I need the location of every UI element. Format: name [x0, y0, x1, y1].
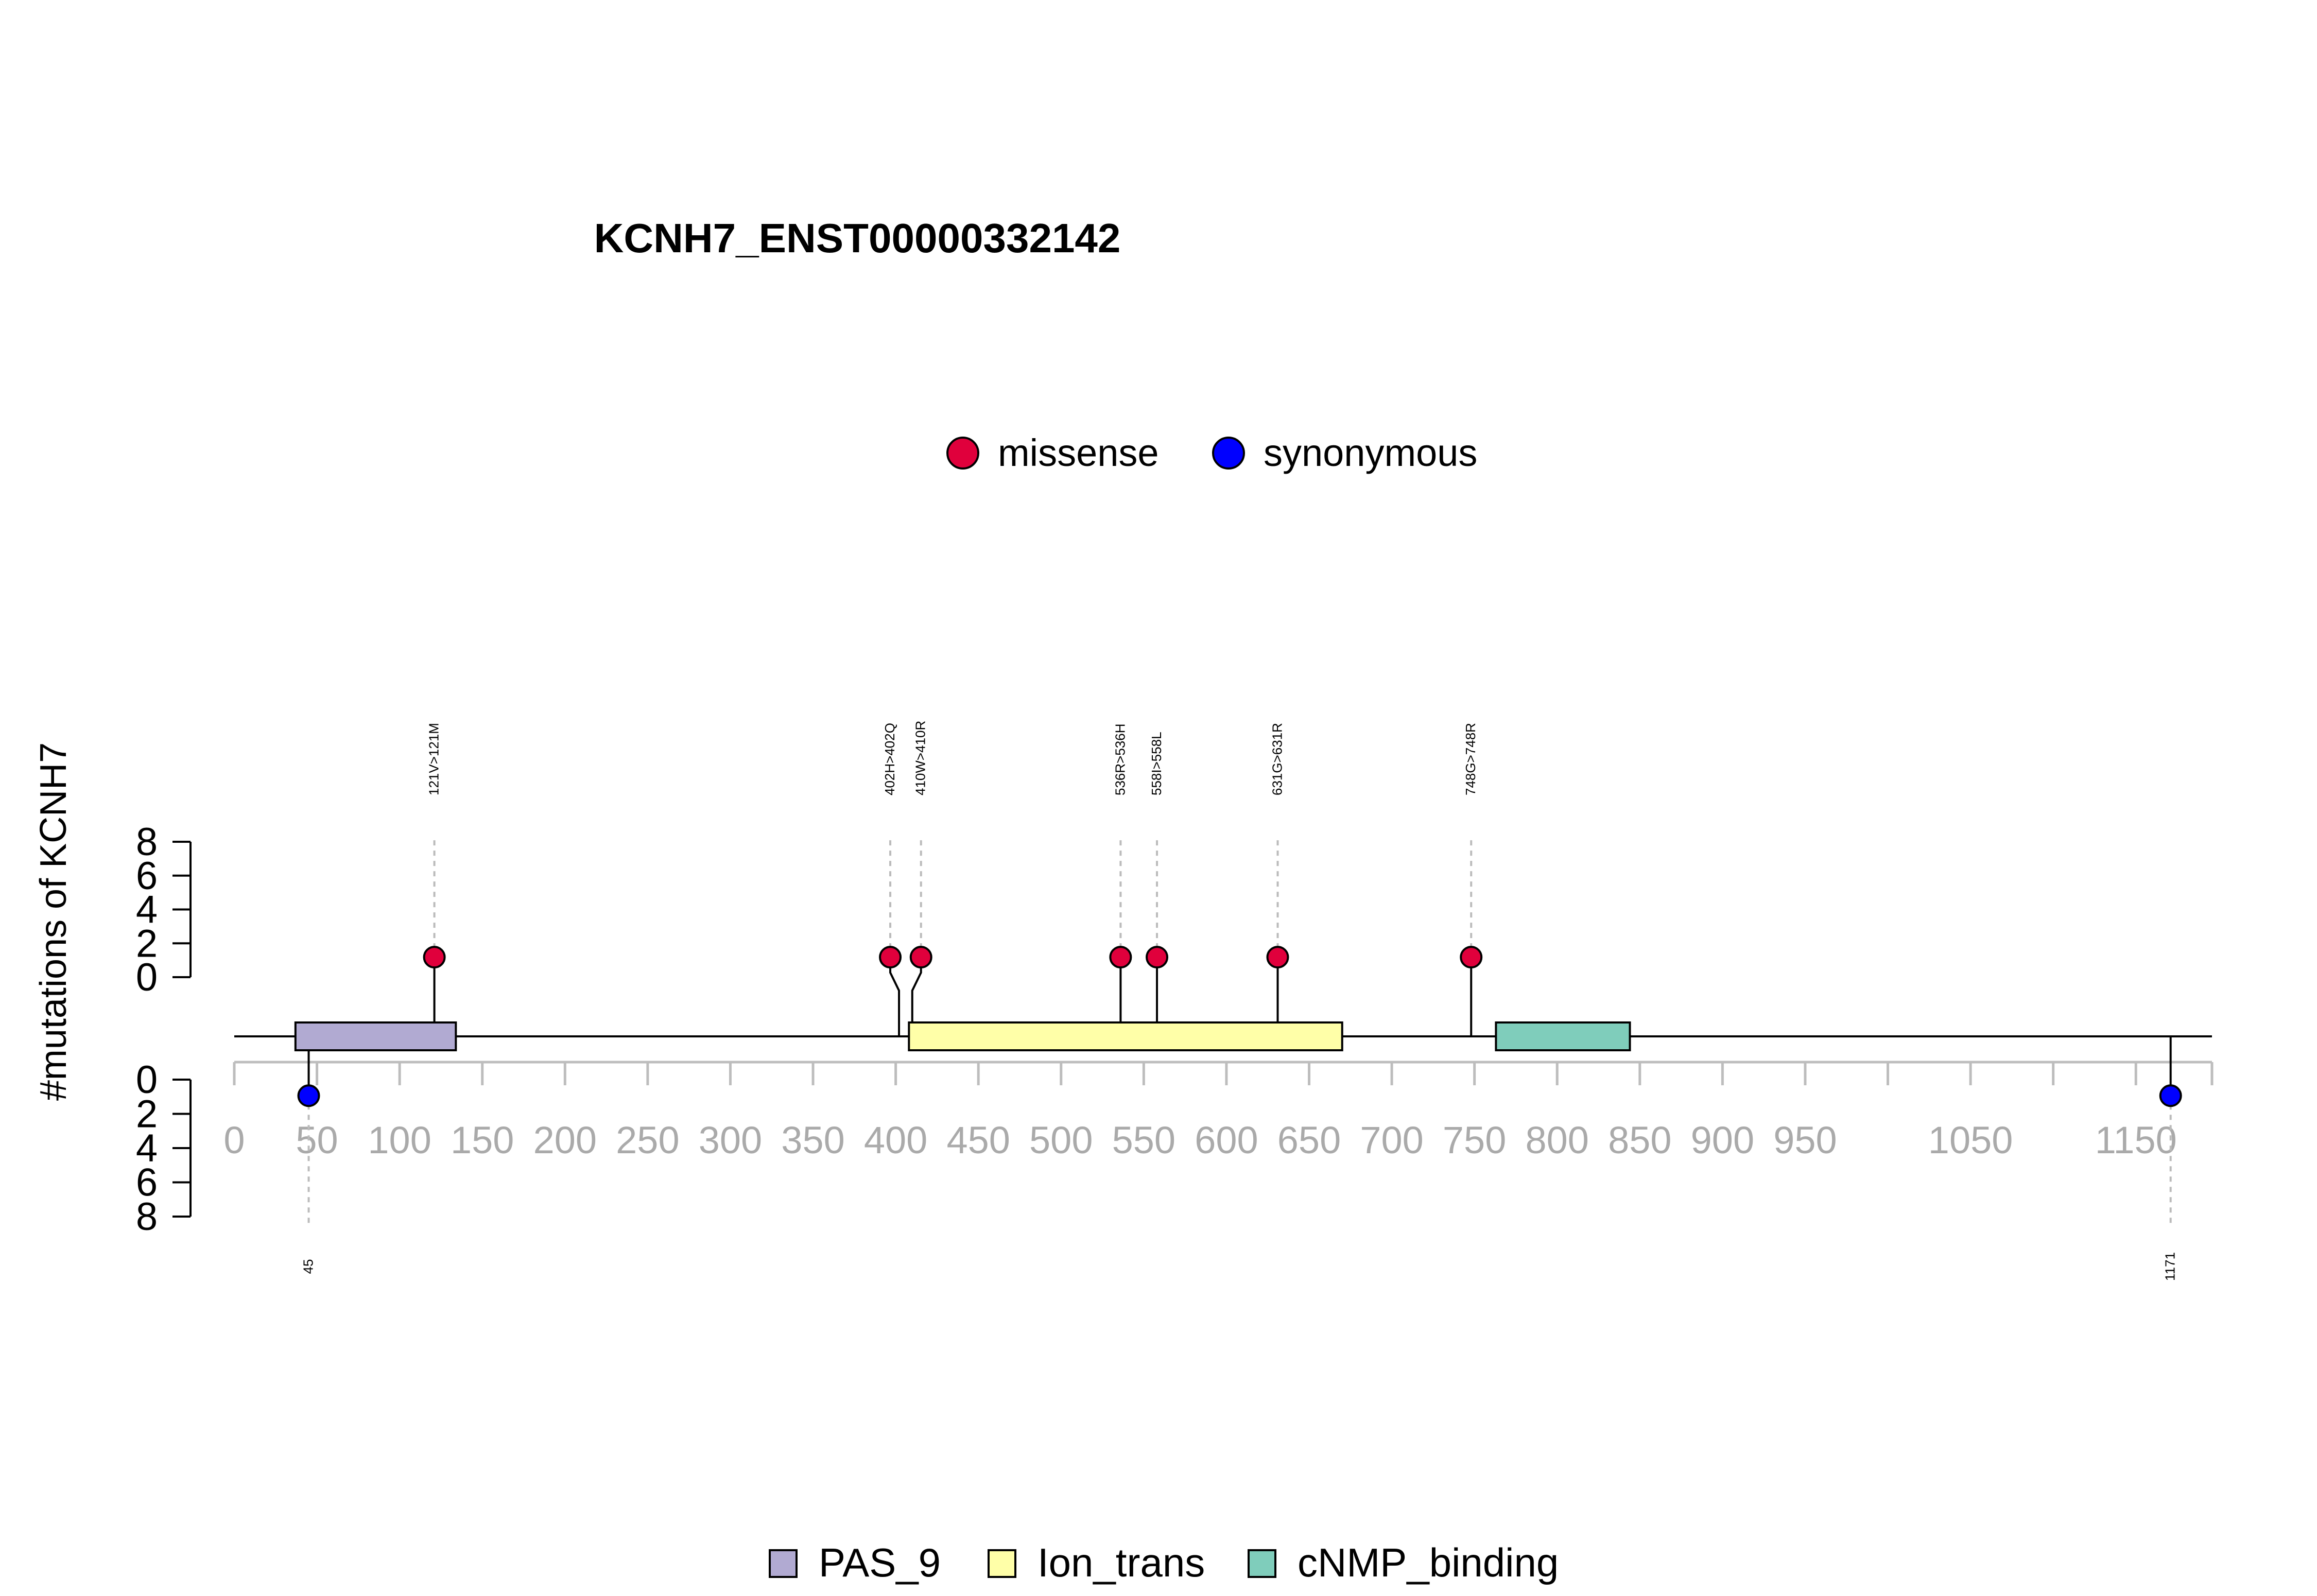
- y-tick-label-top: 0: [136, 956, 158, 999]
- mutation-marker-missense: [1109, 946, 1132, 969]
- x-tick-label: 400: [864, 1119, 927, 1161]
- y-tick-label-bottom: 4: [136, 1126, 158, 1170]
- mutation-legend: missense synonymous: [946, 431, 1477, 474]
- mutation-marker-missense: [1146, 946, 1169, 969]
- x-tick-label: 550: [1112, 1119, 1175, 1161]
- x-tick-label: 300: [699, 1119, 762, 1161]
- x-tick-label: 1050: [1928, 1119, 2013, 1161]
- y-tick-label-top: 8: [136, 820, 158, 864]
- x-tick-label: 1150: [2095, 1119, 2177, 1161]
- mutation-marker-missense: [909, 946, 932, 969]
- mutation-marker-missense: [1266, 946, 1289, 969]
- mutation-label: 410W>410R: [913, 721, 928, 795]
- x-tick-label: 150: [451, 1119, 514, 1161]
- domain-legend-label-Ion_trans: Ion_trans: [1038, 1540, 1205, 1585]
- domain-legend: PAS_9 Ion_trans cNMP_binding: [769, 1540, 1559, 1585]
- x-tick-label: 500: [1029, 1119, 1093, 1161]
- y-tick-label-bottom: 0: [136, 1058, 158, 1102]
- mutation-label: 748G>748R: [1463, 723, 1478, 795]
- x-tick-label: 650: [1277, 1119, 1341, 1161]
- mutation-label: 402H>402Q: [882, 723, 897, 795]
- y-axis-label: #mutations of KCNH7: [33, 742, 74, 1101]
- x-tick-label: 950: [1773, 1119, 1837, 1161]
- domain-PAS_9: [294, 1021, 457, 1051]
- x-tick-label: 900: [1691, 1119, 1754, 1161]
- mutation-marker-missense: [1460, 946, 1483, 969]
- domain-legend-label-PAS_9: PAS_9: [819, 1540, 941, 1585]
- x-tick-label: 50: [296, 1119, 338, 1161]
- mutation-stem: [889, 957, 901, 1036]
- legend-marker-synonymous: [1212, 437, 1245, 470]
- x-tick-label: 250: [616, 1119, 679, 1161]
- y-tick-label-bottom: 8: [136, 1195, 158, 1239]
- x-tick-label: 800: [1525, 1119, 1588, 1161]
- y-tick-label-bottom: 6: [136, 1161, 158, 1205]
- x-tick-label: 0: [223, 1119, 245, 1161]
- mutation-labels: 121V>121M 402H>402Q 410W>410R 536R>536H 558I…: [301, 721, 2178, 1281]
- x-tick-label: 750: [1443, 1119, 1506, 1161]
- x-tick-label: 850: [1608, 1119, 1671, 1161]
- x-tick-label: 100: [368, 1119, 431, 1161]
- x-tick-label: 450: [946, 1119, 1010, 1161]
- mutation-marker-synonymous: [2159, 1084, 2182, 1107]
- mutation-marker-missense: [423, 946, 446, 969]
- legend-label-missense: missense: [998, 431, 1159, 474]
- mutation-label: 631G>631R: [1269, 723, 1285, 795]
- x-axis: 0 50 100 150 200 250 300 350 400 450 500 550 600 650 7…: [223, 1061, 2214, 1161]
- y-tick-label-top: 4: [136, 888, 158, 932]
- domain-legend-swatch-PAS_9: [769, 1549, 798, 1578]
- domain-boxes: [294, 1021, 1631, 1051]
- domain-Ion_trans: [908, 1021, 1343, 1051]
- legend-marker-missense: [946, 437, 979, 470]
- x-tick-label: 350: [781, 1119, 844, 1161]
- x-tick-label: 200: [533, 1119, 597, 1161]
- x-tick-label: 700: [1360, 1119, 1423, 1161]
- y-tick-label-bottom: 2: [136, 1092, 158, 1136]
- legend-label-synonymous: synonymous: [1264, 431, 1477, 474]
- mutation-marker-missense: [879, 946, 902, 969]
- mutation-markers: [297, 946, 2182, 1107]
- domain-legend-swatch-cNMP_binding: [1248, 1549, 1276, 1578]
- y-tick-label-top: 6: [136, 854, 158, 898]
- mutation-label: 1171: [2163, 1252, 2178, 1281]
- mutation-label: 558I>558L: [1149, 732, 1164, 795]
- mutation-label: 45: [301, 1259, 316, 1274]
- domain-legend-swatch-Ion_trans: [988, 1549, 1016, 1578]
- y-tick-label-top: 2: [136, 922, 158, 965]
- mutation-label: 121V>121M: [426, 723, 442, 795]
- domain-cNMP_binding: [1495, 1021, 1631, 1051]
- mutation-label: 536R>536H: [1112, 724, 1128, 796]
- domain-legend-label-cNMP_binding: cNMP_binding: [1298, 1540, 1559, 1585]
- x-tick-label: 600: [1195, 1119, 1258, 1161]
- mutation-marker-synonymous: [297, 1084, 320, 1107]
- chart-title: KCNH7_ENST00000332142: [594, 215, 1121, 261]
